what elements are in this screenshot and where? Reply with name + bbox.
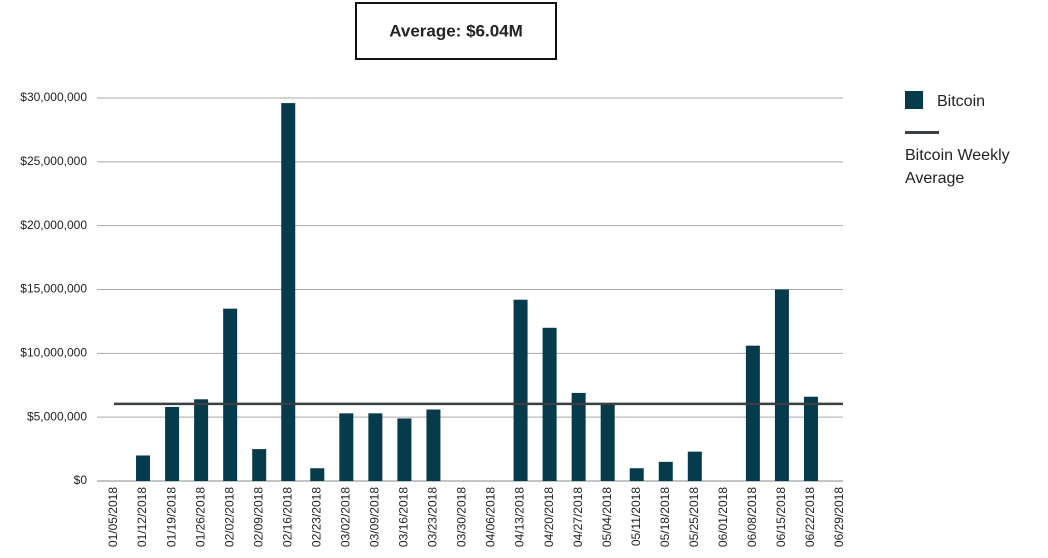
- x-tick-label: 03/30/2018: [455, 487, 469, 547]
- bar: [658, 461, 673, 481]
- x-tick-label: 04/13/2018: [513, 487, 527, 547]
- x-tick-label: 05/18/2018: [658, 487, 672, 547]
- legend-line: Bitcoin Weekly Average: [905, 120, 1045, 190]
- bar: [600, 404, 615, 481]
- average-label: Average: $6.04M: [389, 21, 523, 40]
- x-tick-label: 03/16/2018: [397, 487, 411, 547]
- y-tick-label: $20,000,000: [20, 218, 87, 232]
- legend-label: Bitcoin Weekly Average: [905, 147, 1010, 187]
- x-tick-label: 03/02/2018: [338, 487, 352, 547]
- bar: [310, 468, 325, 481]
- x-tick-label: 06/08/2018: [745, 487, 759, 547]
- bar: [774, 289, 789, 481]
- bar: [745, 345, 760, 481]
- x-tick-label: 06/01/2018: [716, 487, 730, 547]
- average-box: [355, 2, 557, 60]
- legend-label: Bitcoin: [937, 93, 986, 110]
- x-tick-label: 01/19/2018: [164, 487, 178, 547]
- x-tick-label: 01/26/2018: [193, 487, 207, 547]
- bar: [629, 468, 644, 481]
- legend-line-swatch: [905, 131, 939, 134]
- legend-bar: Bitcoin: [905, 90, 985, 113]
- x-tick-label: 03/09/2018: [368, 487, 382, 547]
- bar: [426, 409, 441, 481]
- x-tick-label: 05/25/2018: [687, 487, 701, 547]
- y-tick-label: $30,000,000: [20, 90, 87, 104]
- bar: [803, 396, 818, 481]
- bar: [368, 413, 383, 481]
- y-tick-label: $15,000,000: [20, 282, 87, 296]
- bar: [165, 406, 180, 481]
- bar: [194, 399, 209, 481]
- x-tick-label: 03/23/2018: [426, 487, 440, 547]
- y-tick-label: $25,000,000: [20, 154, 87, 168]
- x-tick-label: 06/22/2018: [803, 487, 817, 547]
- x-tick-label: 05/11/2018: [629, 487, 643, 546]
- x-tick-label: 02/02/2018: [222, 487, 236, 547]
- bar: [397, 418, 412, 481]
- bar: [687, 451, 702, 481]
- x-tick-label: 06/15/2018: [774, 487, 788, 547]
- y-tick-label: $10,000,000: [20, 346, 87, 360]
- y-tick-label: $5,000,000: [27, 409, 87, 423]
- x-tick-label: 04/06/2018: [484, 487, 498, 547]
- bar: [223, 308, 238, 481]
- x-tick-label: 05/04/2018: [600, 487, 614, 547]
- bar: [252, 449, 267, 481]
- x-tick-label: 02/09/2018: [251, 487, 265, 547]
- legend-swatch: [905, 91, 923, 109]
- bar: [136, 455, 151, 481]
- bar: [339, 413, 354, 481]
- x-tick-label: 02/23/2018: [309, 487, 323, 547]
- bar: [571, 392, 586, 481]
- x-tick-label: 01/05/2018: [106, 487, 120, 547]
- y-tick-label: $0: [74, 473, 88, 487]
- x-tick-label: 01/12/2018: [135, 487, 149, 547]
- x-tick-label: 04/20/2018: [542, 487, 556, 547]
- bar: [281, 103, 296, 482]
- x-tick-label: 06/29/2018: [832, 487, 846, 547]
- x-tick-label: 02/16/2018: [280, 487, 294, 547]
- bar: [513, 299, 528, 481]
- x-tick-label: 04/27/2018: [571, 487, 585, 547]
